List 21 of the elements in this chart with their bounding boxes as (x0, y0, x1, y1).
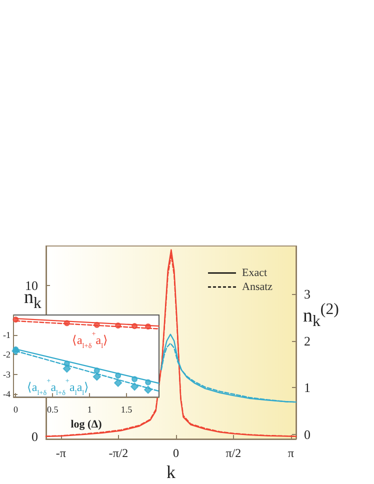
x-tick-label: 1 (87, 404, 92, 415)
x-tick-label: 0 (13, 404, 18, 415)
x-tick-label: π/2 (226, 446, 242, 460)
annotation: Exact (242, 267, 268, 279)
y-tick-label: -2 (2, 350, 10, 360)
x-axis-title: k (166, 462, 176, 482)
x-tick-label: π (288, 446, 294, 460)
x-tick-label: -π/2 (108, 446, 128, 460)
x-tick-label: 1.5 (120, 404, 133, 415)
y-tick-label: -3 (2, 369, 11, 380)
y2-tick-label: 2 (304, 333, 310, 348)
x-tick-label: 0 (172, 446, 179, 460)
x-axis-title: log (Δ) (70, 418, 102, 430)
y-tick-label: -1 (2, 330, 10, 340)
y2-tick-label: 0 (304, 426, 310, 442)
y2-tick-label: 1 (304, 380, 310, 396)
x-tick-label: -π (56, 446, 66, 460)
x-tick-label: 0.5 (47, 404, 59, 415)
y2-tick-label: 3 (304, 286, 310, 302)
y-tick-label: -4 (2, 389, 11, 400)
annotation: Ansatz (242, 281, 273, 293)
